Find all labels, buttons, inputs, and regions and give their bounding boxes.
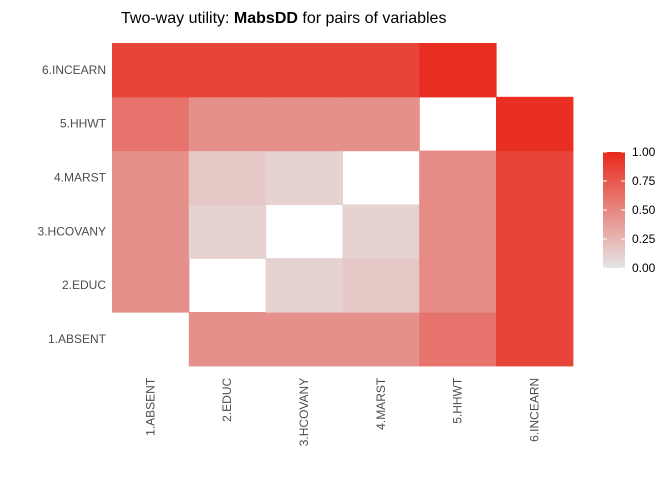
heatmap-cell <box>189 43 266 97</box>
x-tick-label: 4.MARST <box>374 377 388 430</box>
y-tick-label: 6.INCEARN <box>42 63 106 77</box>
heatmap-cell <box>342 204 419 258</box>
heatmap-cell <box>342 43 419 97</box>
heatmap-cell <box>189 151 266 205</box>
heatmap-cell <box>112 151 189 205</box>
heatmap-cell <box>266 312 343 366</box>
y-tick-label: 4.MARST <box>54 171 107 185</box>
heatmap-cell <box>266 43 343 97</box>
heatmap-cell <box>496 204 573 258</box>
heatmap-cell <box>189 204 266 258</box>
heatmap-cell <box>496 151 573 205</box>
color-legend: 1.00 0.75 0.50 0.25 0.00 <box>603 145 656 275</box>
heatmap-cell <box>419 312 496 366</box>
legend-label: 0.50 <box>632 203 656 217</box>
heatmap-cell <box>419 258 496 312</box>
chart-title-prefix: Two-way utility: <box>121 10 234 27</box>
chart-title: Two-way utility: MabsDD for pairs of var… <box>121 10 446 27</box>
heatmap-cell <box>112 43 189 97</box>
heatmap-cell <box>342 97 419 151</box>
heatmap-cell <box>496 312 573 366</box>
heatmap-cell <box>266 258 343 312</box>
heatmap-cell <box>419 204 496 258</box>
chart-title-suffix: for pairs of variables <box>298 10 447 27</box>
heatmap-cell <box>112 258 189 312</box>
y-axis-ticks: 1.ABSENT 2.EDUC 3.HCOVANY 4.MARST 5.HHWT 6.IN… <box>38 63 107 346</box>
y-tick-label: 5.HHWT <box>60 117 107 131</box>
x-axis-ticks: 1.ABSENT 2.EDUC 3.HCOVANY 4.MARST 5.HHWT 6.IN… <box>143 377 541 446</box>
x-tick-label: 5.HHWT <box>451 377 465 424</box>
y-tick-label: 2.EDUC <box>62 278 106 292</box>
heatmap-cell <box>496 97 573 151</box>
chart-title-bold: MabsDD <box>234 10 298 27</box>
heatmap-cell <box>112 97 189 151</box>
heatmap-cells <box>112 43 573 366</box>
heatmap-cell <box>112 204 189 258</box>
x-tick-label: 1.ABSENT <box>143 377 157 436</box>
legend-label: 0.75 <box>632 174 656 188</box>
legend-label: 1.00 <box>632 145 656 159</box>
heatmap-cell <box>189 97 266 151</box>
heatmap-cell <box>189 312 266 366</box>
x-tick-label: 6.INCEARN <box>527 378 541 442</box>
heatmap-cell <box>419 151 496 205</box>
x-tick-label: 2.EDUC <box>220 377 234 421</box>
x-tick-label: 3.HCOVANY <box>297 378 311 446</box>
heatmap-cell <box>419 43 496 97</box>
heatmap-cell <box>342 312 419 366</box>
y-tick-label: 3.HCOVANY <box>38 224 106 238</box>
heatmap-cell <box>266 97 343 151</box>
legend-label: 0.00 <box>632 261 656 275</box>
y-tick-label: 1.ABSENT <box>48 332 107 346</box>
heatmap-cell <box>342 258 419 312</box>
heatmap-cell <box>266 151 343 205</box>
legend-label: 0.25 <box>632 232 656 246</box>
heatmap-cell <box>496 258 573 312</box>
